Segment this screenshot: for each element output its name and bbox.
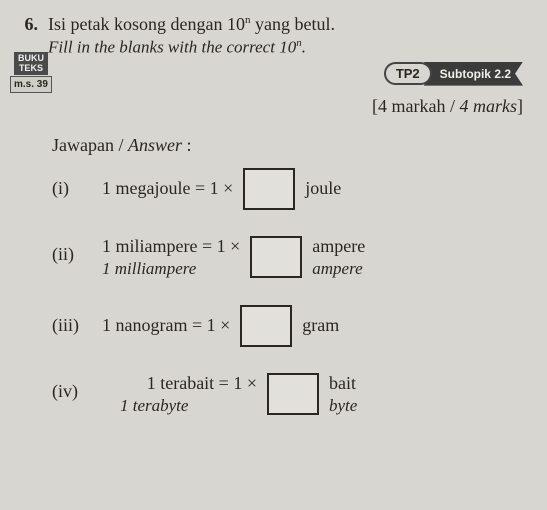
buku-teks-badge: BUKU TEKS [14, 52, 48, 75]
lhs-col: 1 terabait = 1 × 1 terabyte [102, 373, 257, 416]
question-text: Isi petak kosong dengan 10n yang betul. … [48, 14, 529, 58]
subtopic-badge: Subtopik 2.2 [424, 62, 523, 86]
rhs-english: ampere [312, 259, 365, 279]
side-labels: BUKU TEKS m.s. 39 [10, 52, 52, 93]
blank-box[interactable] [240, 305, 292, 347]
blank-box[interactable] [243, 168, 295, 210]
item-i: (i) 1 megajoule = 1 × joule [52, 168, 529, 210]
rhs: joule [305, 178, 341, 199]
roman: (iii) [52, 315, 92, 336]
item-iii: (iii) 1 nanogram = 1 × gram [52, 305, 529, 347]
rhs: bait [329, 373, 357, 394]
buku-line2: TEKS [18, 64, 44, 74]
question-header: 6. Isi petak kosong dengan 10n yang betu… [10, 14, 529, 58]
rhs: gram [302, 315, 339, 336]
roman: (iv) [52, 373, 92, 402]
tp-badge: TP2 [384, 62, 432, 85]
question-number: 6. [10, 14, 38, 35]
blank-box[interactable] [267, 373, 319, 415]
lhs: 1 terabait = 1 × [147, 373, 257, 394]
roman: (i) [52, 178, 92, 199]
lhs-english: 1 terabyte [120, 396, 188, 416]
items: (i) 1 megajoule = 1 × joule (ii) 1 milia… [52, 168, 529, 416]
rhs-col: bait byte [329, 373, 357, 416]
lhs: 1 nanogram = 1 × [102, 315, 230, 336]
rhs-col: ampere ampere [312, 236, 365, 279]
blank-box[interactable] [250, 236, 302, 278]
rhs: ampere [312, 236, 365, 257]
badge-row: TP2 Subtopik 2.2 [10, 62, 523, 86]
page: BUKU TEKS m.s. 39 6. Isi petak kosong de… [10, 14, 529, 416]
item-iv: (iv) 1 terabait = 1 × 1 terabyte bait by… [52, 373, 529, 416]
lhs: 1 megajoule = 1 × [102, 178, 233, 199]
marks-line: [4 markah / 4 marks] [10, 96, 523, 117]
question-malay: Isi petak kosong dengan 10n yang betul. [48, 14, 529, 35]
roman: (ii) [52, 236, 92, 265]
lhs: 1 miliampere = 1 × [102, 236, 240, 257]
page-ref-badge: m.s. 39 [10, 76, 52, 93]
question-english: Fill in the blanks with the correct 10n. [48, 37, 529, 58]
item-ii: (ii) 1 miliampere = 1 × 1 milliampere am… [52, 236, 529, 279]
rhs-english: byte [329, 396, 357, 416]
lhs-col: 1 miliampere = 1 × 1 milliampere [102, 236, 240, 279]
lhs-english: 1 milliampere [102, 259, 240, 279]
answer-label: Jawapan / Answer : [52, 135, 529, 156]
